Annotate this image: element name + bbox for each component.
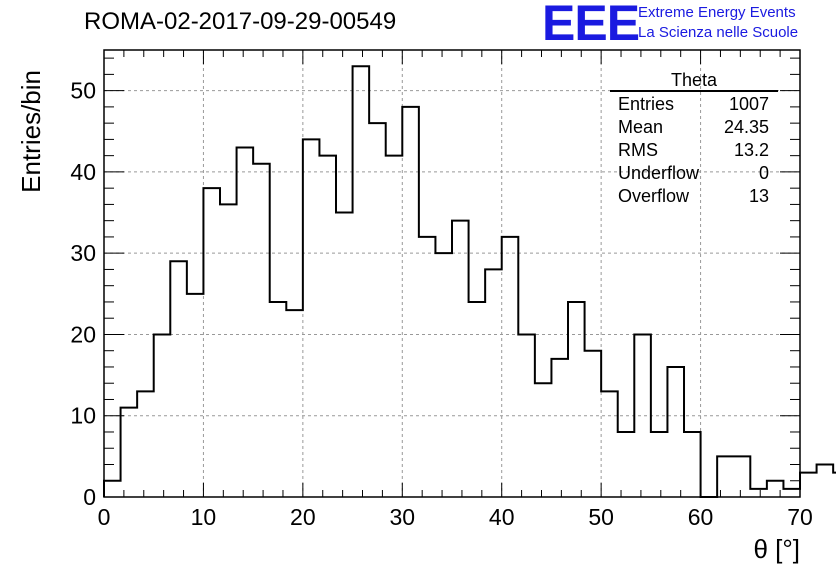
y-tick-label: 10 bbox=[70, 403, 96, 429]
stats-label: Mean bbox=[618, 117, 663, 137]
x-tick-label: 60 bbox=[688, 504, 714, 530]
y-tick-label: 20 bbox=[70, 321, 96, 347]
logo-subtitle-line1: Extreme Energy Events bbox=[638, 4, 796, 21]
x-tick-label: 10 bbox=[191, 504, 217, 530]
y-axis-label: Entries/bin bbox=[16, 70, 46, 193]
stats-value: 0 bbox=[759, 163, 769, 183]
run-title: ROMA-02-2017-09-29-00549 bbox=[84, 8, 397, 35]
stats-label: Entries bbox=[618, 94, 674, 114]
x-tick-label: 0 bbox=[98, 504, 111, 530]
x-axis-label: θ [°] bbox=[753, 534, 800, 564]
x-tick-label: 50 bbox=[588, 504, 614, 530]
x-tick-label: 70 bbox=[787, 504, 813, 530]
y-tick-label: 40 bbox=[70, 159, 96, 185]
axis-ticks bbox=[103, 50, 801, 498]
x-tick-label: 40 bbox=[489, 504, 515, 530]
stats-label: RMS bbox=[618, 140, 658, 160]
logo-subtitle-line2: La Scienza nelle Scuole bbox=[638, 24, 799, 41]
stats-value: 1007 bbox=[729, 94, 769, 114]
stats-value: 13.2 bbox=[734, 140, 769, 160]
stats-box: Theta Entries 1007 Mean 24.35 RMS 13.2 Underflo… bbox=[610, 70, 778, 206]
axis-tick-labels: 0 10 20 30 40 50 60 70 0 10 20 30 40 50 bbox=[70, 78, 812, 530]
stats-label: Underflow bbox=[618, 163, 700, 183]
grid-lines bbox=[104, 50, 800, 497]
eee-logo: EEE bbox=[542, 0, 640, 51]
stats-value: 13 bbox=[749, 186, 769, 206]
plot-frame bbox=[103, 49, 801, 498]
y-tick-label: 30 bbox=[70, 240, 96, 266]
stats-label: Overflow bbox=[618, 186, 690, 206]
x-tick-label: 30 bbox=[389, 504, 415, 530]
histogram-outline bbox=[103, 65, 836, 498]
y-tick-label: 0 bbox=[83, 484, 96, 510]
y-tick-label: 50 bbox=[70, 78, 96, 104]
stats-value: 24.35 bbox=[724, 117, 769, 137]
x-tick-label: 20 bbox=[290, 504, 316, 530]
stats-title: Theta bbox=[671, 70, 718, 90]
